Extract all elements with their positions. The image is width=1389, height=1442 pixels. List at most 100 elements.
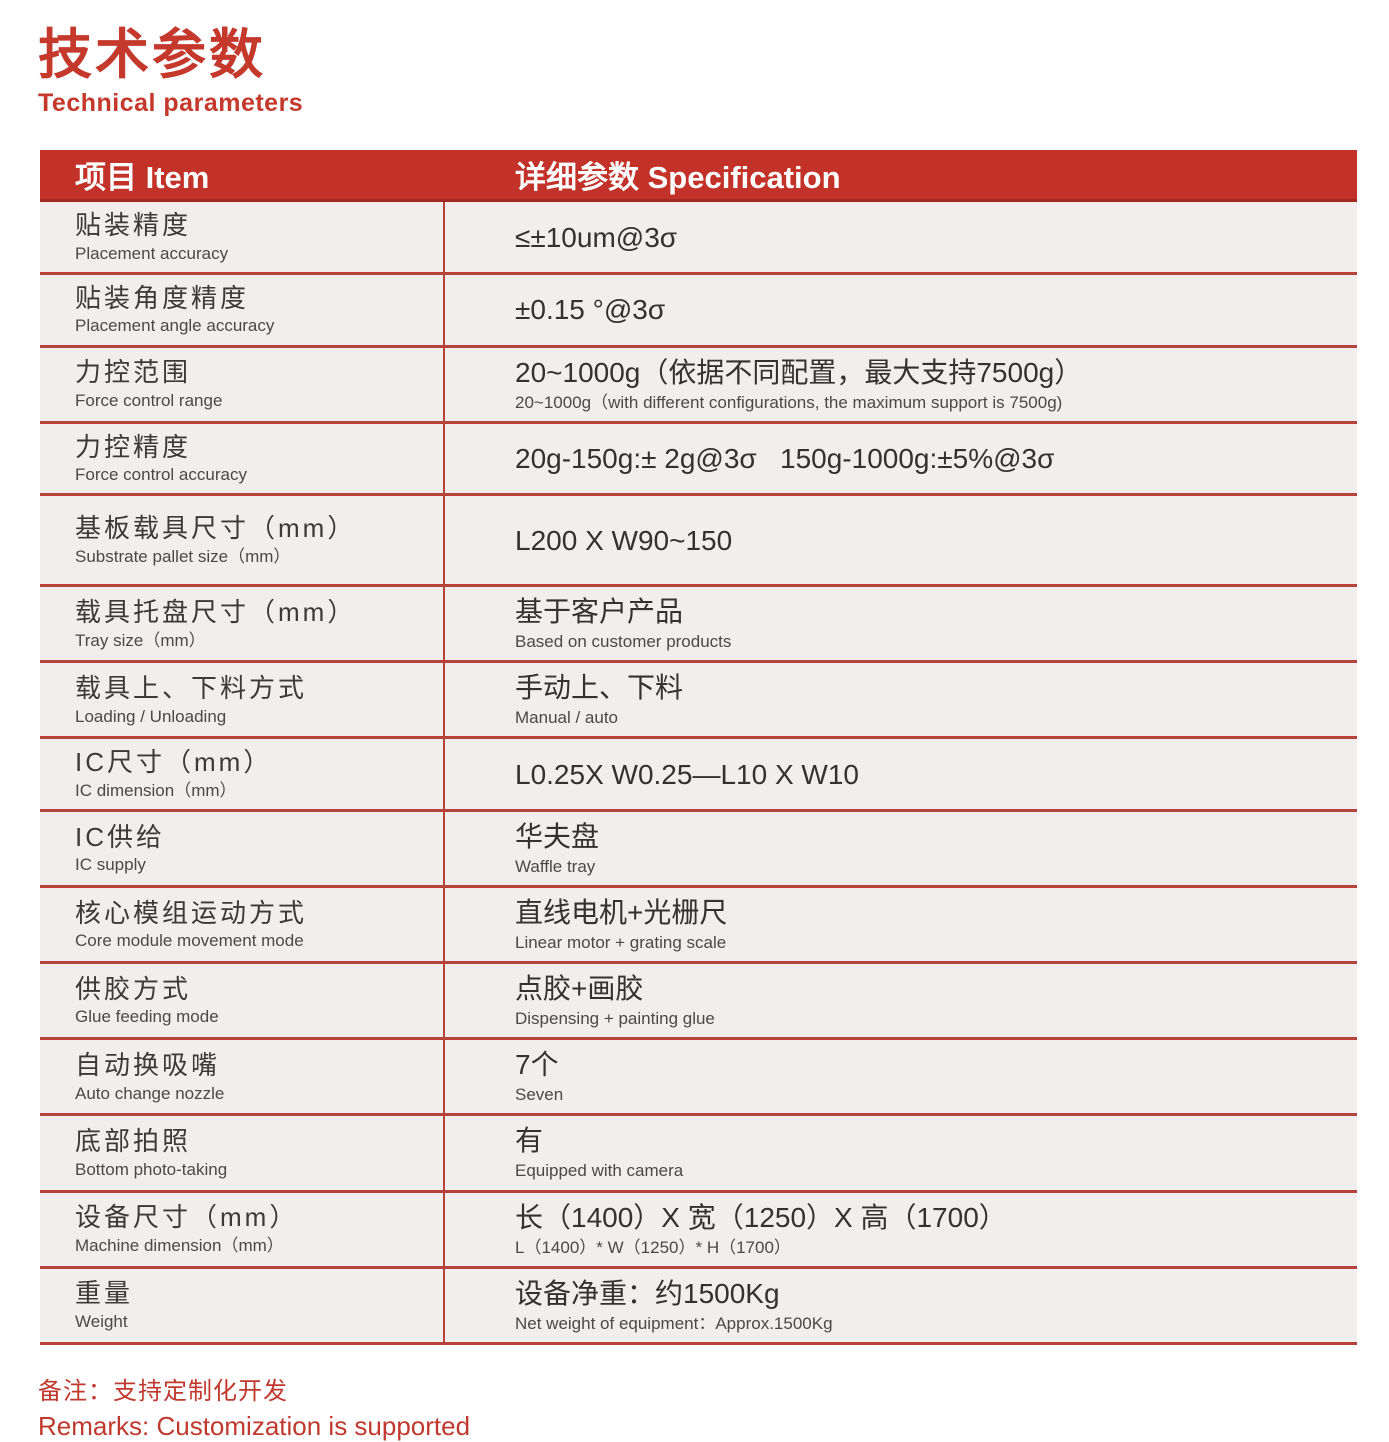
item-label-cn: 力控范围 [75,357,192,388]
item-label-cn: IC供给 [75,821,166,852]
item-label-en: Glue feeding mode [75,1007,219,1027]
spec-value-sub: Equipped with camera [515,1161,684,1181]
spec-value-sub: Dispensing + painting glue [515,1009,715,1029]
spec-cell: 华夫盘 Waffle tray [445,812,1357,885]
spec-value: L200 X W90~150 [515,524,733,556]
item-label-cn: IC尺寸（mm） [75,747,273,778]
spec-cell: 20~1000g（依据不同配置，最大支持7500g） 20~1000g（with… [445,348,1357,421]
table-header-row: 项目 Item 详细参数 Specification [40,150,1357,203]
item-label-en: Placement angle accuracy [75,316,275,336]
title-block: 技术参数 Technical parameters [0,0,1389,118]
spec-value: L0.25X W0.25—L10 X W10 [515,758,859,790]
item-cell: IC供给 IC supply [40,812,445,886]
item-label-en: IC supply [75,855,146,875]
item-label-en: Tray size（mm） [75,630,206,650]
table-body: 贴装精度 Placement accuracy ≤±10um@3σ 贴装角度精度… [40,202,1357,1345]
item-label-cn: 核心模组运动方式 [75,897,308,928]
spec-value-sub: Based on customer products [515,632,732,652]
spec-cell: L0.25X W0.25—L10 X W10 [445,739,1357,809]
spec-value-sub: Waffle tray [515,857,596,877]
item-label-cn: 力控精度 [75,431,192,462]
spec-value: 点胶+画胶 [515,973,644,1005]
item-cell: 载具托盘尺寸（mm） Tray size（mm） [40,587,445,661]
item-label-en: Loading / Unloading [75,706,227,726]
spec-cell: L200 X W90~150 [445,496,1357,584]
table-row: 载具上、下料方式 Loading / Unloading 手动上、下料 Manu… [40,660,1357,737]
spec-cell: ±0.15 °@3σ [445,275,1357,345]
spec-cell: 手动上、下料 Manual / auto [445,663,1357,736]
table-row: IC尺寸（mm） IC dimension（mm） L0.25X W0.25—L… [40,736,1357,810]
table-row: 载具托盘尺寸（mm） Tray size（mm） 基于客户产品 Based on… [40,584,1357,661]
item-cell: 供胶方式 Glue feeding mode [40,964,445,1038]
item-label-cn: 基板载具尺寸（mm） [75,513,357,544]
item-label-en: Core module movement mode [75,931,304,951]
spec-value-sub: 20~1000g（with different configurations, … [515,392,1063,412]
column-header-item: 项目 Item [75,160,210,196]
spec-cell: 7个 Seven [445,1040,1357,1113]
item-cell: 底部拍照 Bottom photo-taking [40,1116,445,1190]
spec-cell: 有 Equipped with camera [445,1116,1357,1189]
page-title-cn: 技术参数 [38,25,266,85]
spec-value: 20~1000g（依据不同配置，最大支持7500g） [515,356,1083,388]
spec-cell: ≤±10um@3σ [445,202,1357,272]
item-label-en: Force control range [75,390,223,410]
table-row: 底部拍照 Bottom photo-taking 有 Equipped with… [40,1113,1357,1190]
item-cell: 设备尺寸（mm） Machine dimension（mm） [40,1192,445,1266]
table-row: 贴装角度精度 Placement angle accuracy ±0.15 °@… [40,271,1357,345]
table-row: 力控精度 Force control accuracy 20g-150g:± 2… [40,420,1357,494]
spec-value: 手动上、下料 [515,672,684,704]
item-cell: 重量 Weight [40,1268,445,1342]
item-label-en: IC dimension（mm） [75,780,237,800]
table-row: 设备尺寸（mm） Machine dimension（mm） 长（1400）X … [40,1189,1357,1266]
item-label-cn: 设备尺寸（mm） [75,1202,299,1233]
remarks-cn: 备注：支持定制化开发 [38,1377,288,1405]
spec-value-sub: Manual / auto [515,708,619,728]
item-label-en: Weight [75,1311,128,1331]
remarks-block: 备注：支持定制化开发 Remarks: Customization is sup… [38,1371,1389,1442]
item-label-en: Force control accuracy [75,465,247,485]
item-label-en: Substrate pallet size（mm） [75,546,291,566]
spec-value: 长（1400）X 宽（1250）X 高（1700） [515,1201,1007,1233]
spec-value: 20g-150g:± 2g@3σ 150g-1000g:±5%@3σ [515,442,1055,474]
spec-value-sub: Linear motor + grating scale [515,933,727,953]
spec-value: 基于客户产品 [515,596,684,628]
item-label-en: Machine dimension（mm） [75,1235,284,1255]
spec-value: 7个 [515,1049,559,1081]
item-label-cn: 自动换吸嘴 [75,1050,221,1081]
spec-value: ≤±10um@3σ [515,221,678,253]
item-label-cn: 重量 [75,1278,134,1309]
item-cell: 自动换吸嘴 Auto change nozzle [40,1040,445,1114]
item-cell: 核心模组运动方式 Core module movement mode [40,888,445,962]
spec-cell: 长（1400）X 宽（1250）X 高（1700） L（1400）* W（125… [445,1193,1357,1266]
item-label-cn: 载具上、下料方式 [75,673,308,704]
table-row: 核心模组运动方式 Core module movement mode 直线电机+… [40,885,1357,962]
spec-cell: 直线电机+光栅尺 Linear motor + grating scale [445,888,1357,961]
spec-cell: 20g-150g:± 2g@3σ 150g-1000g:±5%@3σ [445,424,1357,494]
spec-value-sub: Seven [515,1085,564,1105]
spec-cell: 点胶+画胶 Dispensing + painting glue [445,964,1357,1037]
spec-value: 设备净重：约1500Kg [515,1277,780,1309]
item-cell: 载具上、下料方式 Loading / Unloading [40,663,445,737]
item-cell: 贴装精度 Placement accuracy [40,202,445,272]
table-row: 力控范围 Force control range 20~1000g（依据不同配置… [40,344,1357,421]
spec-table: 项目 Item 详细参数 Specification 贴装精度 Placemen… [40,150,1357,1345]
item-label-cn: 贴装角度精度 [75,282,250,313]
item-label-en: Auto change nozzle [75,1083,225,1103]
table-row: 供胶方式 Glue feeding mode 点胶+画胶 Dispensing … [40,961,1357,1038]
item-label-cn: 载具托盘尺寸（mm） [75,597,357,628]
remarks-en: Remarks: Customization is supported [38,1410,471,1441]
item-cell: 力控精度 Force control accuracy [40,423,445,494]
table-row: 自动换吸嘴 Auto change nozzle 7个 Seven [40,1037,1357,1114]
spec-value: 直线电机+光栅尺 [515,897,728,929]
item-cell: IC尺寸（mm） IC dimension（mm） [40,739,445,810]
table-row: 贴装精度 Placement accuracy ≤±10um@3σ [40,202,1357,272]
page-title-en: Technical parameters [38,89,304,118]
spec-value: 华夫盘 [515,821,600,853]
spec-value-sub: L（1400）* W（1250）* H（1700） [515,1237,791,1257]
item-label-cn: 供胶方式 [75,973,192,1004]
spec-value-sub: Net weight of equipment：Approx.1500Kg [515,1313,833,1333]
table-row: 基板载具尺寸（mm） Substrate pallet size（mm） L20… [40,493,1357,585]
column-header-specification: 详细参数 Specification [515,160,841,196]
table-row: 重量 Weight 设备净重：约1500Kg Net weight of equ… [40,1265,1357,1342]
item-label-en: Bottom photo-taking [75,1159,228,1179]
